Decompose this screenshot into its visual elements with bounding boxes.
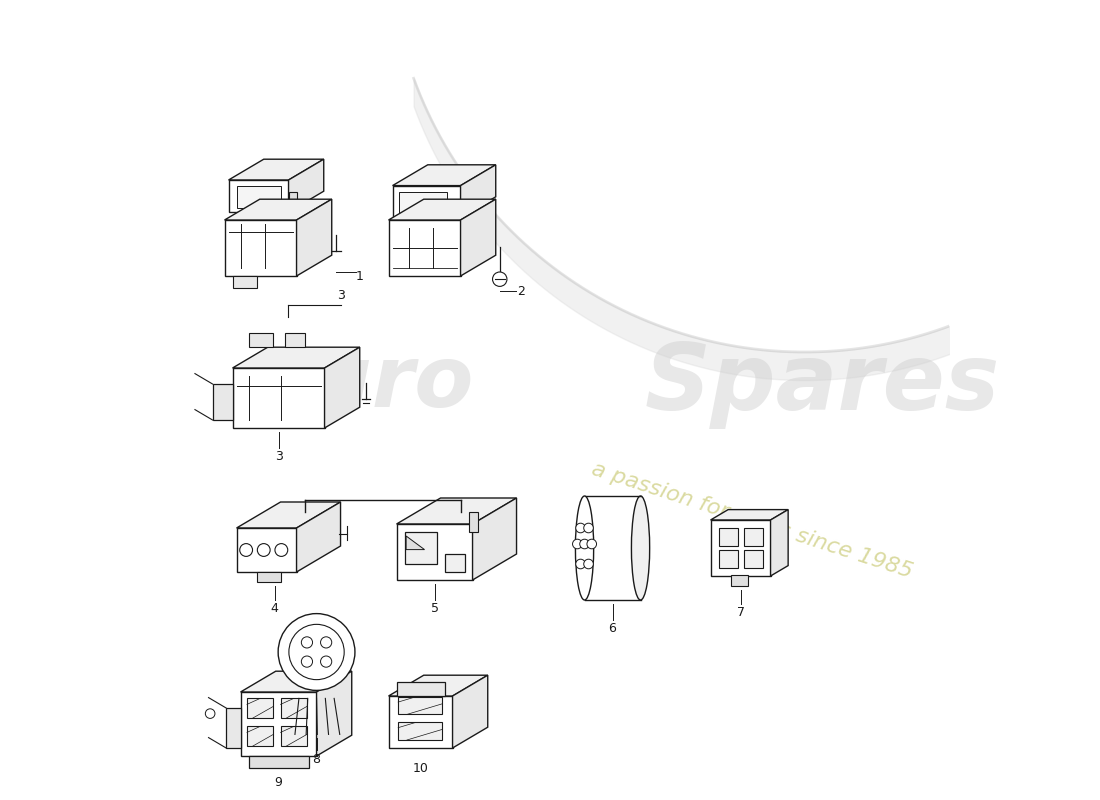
Bar bbox=[398, 697, 442, 714]
Ellipse shape bbox=[631, 496, 650, 600]
Polygon shape bbox=[388, 675, 487, 696]
Polygon shape bbox=[212, 384, 232, 420]
Bar bbox=[718, 528, 738, 546]
Text: euro: euro bbox=[253, 342, 474, 426]
Circle shape bbox=[289, 624, 344, 680]
Polygon shape bbox=[288, 159, 323, 212]
Text: 2: 2 bbox=[517, 285, 525, 298]
Polygon shape bbox=[396, 498, 517, 524]
Circle shape bbox=[320, 637, 332, 648]
Polygon shape bbox=[584, 496, 640, 600]
Circle shape bbox=[320, 656, 332, 667]
Polygon shape bbox=[396, 524, 473, 580]
Text: 3: 3 bbox=[275, 450, 283, 463]
Bar bbox=[718, 550, 738, 568]
Text: 10: 10 bbox=[412, 762, 429, 775]
Polygon shape bbox=[388, 696, 452, 748]
Bar bbox=[285, 333, 305, 347]
Polygon shape bbox=[452, 675, 487, 748]
Bar bbox=[294, 690, 340, 698]
Polygon shape bbox=[297, 199, 332, 276]
Bar bbox=[280, 698, 307, 718]
Polygon shape bbox=[249, 756, 308, 768]
Polygon shape bbox=[406, 536, 425, 550]
Polygon shape bbox=[461, 199, 496, 276]
Polygon shape bbox=[236, 502, 341, 528]
Circle shape bbox=[301, 656, 312, 667]
Bar bbox=[246, 698, 273, 718]
Circle shape bbox=[584, 523, 593, 533]
Bar bbox=[744, 550, 763, 568]
Circle shape bbox=[206, 709, 214, 718]
Circle shape bbox=[275, 544, 288, 557]
Circle shape bbox=[580, 539, 590, 549]
Polygon shape bbox=[473, 498, 517, 580]
Bar bbox=[249, 333, 273, 347]
Text: 9: 9 bbox=[275, 776, 283, 789]
Bar bbox=[405, 532, 437, 564]
Polygon shape bbox=[224, 220, 297, 276]
Polygon shape bbox=[324, 347, 360, 428]
Bar bbox=[236, 186, 280, 208]
Circle shape bbox=[584, 559, 593, 569]
Text: 1: 1 bbox=[355, 270, 364, 282]
Text: 7: 7 bbox=[737, 606, 745, 619]
Polygon shape bbox=[393, 165, 496, 186]
Bar bbox=[280, 726, 307, 746]
Polygon shape bbox=[461, 165, 496, 218]
Bar bbox=[246, 726, 273, 746]
Polygon shape bbox=[288, 192, 297, 204]
Text: Spares: Spares bbox=[645, 339, 1000, 429]
Text: a passion for parts since 1985: a passion for parts since 1985 bbox=[588, 458, 914, 582]
Circle shape bbox=[587, 539, 596, 549]
Polygon shape bbox=[388, 199, 496, 220]
Polygon shape bbox=[396, 682, 444, 696]
Bar bbox=[444, 554, 464, 572]
Polygon shape bbox=[297, 502, 341, 572]
Bar bbox=[399, 192, 447, 213]
Text: 6: 6 bbox=[608, 622, 616, 635]
Polygon shape bbox=[241, 692, 317, 756]
Circle shape bbox=[575, 559, 585, 569]
Polygon shape bbox=[770, 510, 788, 576]
Text: 4: 4 bbox=[271, 602, 278, 615]
Polygon shape bbox=[388, 220, 461, 276]
Polygon shape bbox=[232, 368, 324, 428]
Bar bbox=[730, 575, 748, 586]
Polygon shape bbox=[236, 528, 297, 572]
Text: 3: 3 bbox=[337, 290, 344, 302]
Circle shape bbox=[493, 272, 507, 286]
Circle shape bbox=[572, 539, 582, 549]
Polygon shape bbox=[711, 520, 770, 576]
Polygon shape bbox=[241, 671, 352, 692]
Bar bbox=[744, 528, 763, 546]
Ellipse shape bbox=[575, 496, 594, 600]
Text: 8: 8 bbox=[312, 753, 320, 766]
Polygon shape bbox=[232, 276, 256, 288]
Polygon shape bbox=[229, 159, 323, 180]
Polygon shape bbox=[317, 671, 352, 756]
Bar bbox=[398, 722, 442, 740]
Polygon shape bbox=[393, 186, 461, 218]
Polygon shape bbox=[229, 180, 288, 212]
Circle shape bbox=[301, 637, 312, 648]
Circle shape bbox=[257, 544, 271, 557]
Circle shape bbox=[240, 544, 253, 557]
Polygon shape bbox=[224, 199, 332, 220]
Bar bbox=[469, 512, 478, 532]
Polygon shape bbox=[256, 572, 280, 582]
Circle shape bbox=[278, 614, 355, 690]
Polygon shape bbox=[227, 708, 241, 748]
Text: 5: 5 bbox=[430, 602, 439, 615]
Circle shape bbox=[575, 523, 585, 533]
Polygon shape bbox=[232, 347, 360, 368]
Polygon shape bbox=[711, 510, 788, 520]
